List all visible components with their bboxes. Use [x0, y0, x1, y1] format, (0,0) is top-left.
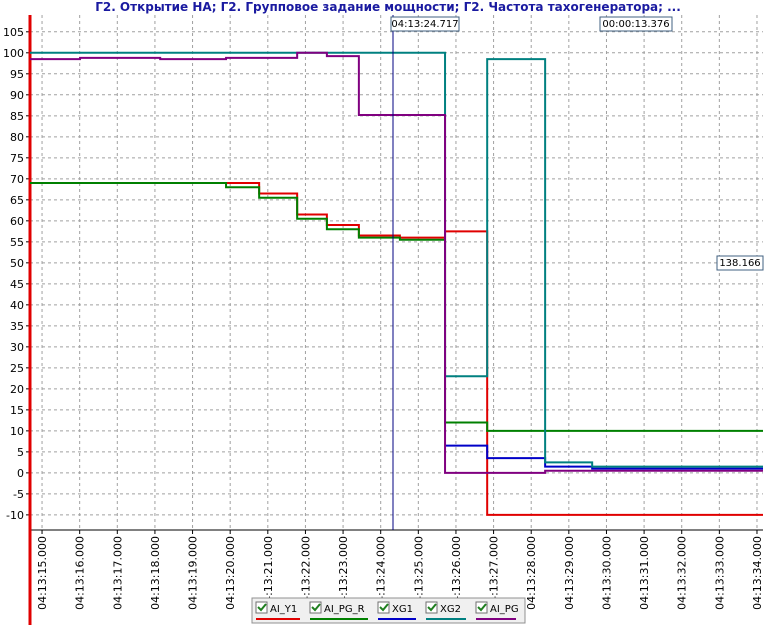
- x-tick-label: 04:13:24.000: [375, 536, 388, 610]
- annotation-box: [716, 255, 764, 271]
- x-tick-label: 04:13:29.000: [563, 536, 576, 610]
- legend-check: [257, 603, 267, 612]
- y-tick-label: 40: [10, 299, 24, 312]
- y-tick-label: 95: [10, 68, 24, 81]
- y-tick-label: 105: [3, 26, 24, 39]
- annotation: 04:13:24.717: [391, 19, 458, 30]
- y-tick-label: 60: [10, 215, 24, 228]
- y-tick-label: 5: [17, 446, 24, 459]
- y-tick-label: -10: [6, 509, 24, 522]
- y-tick-label: 85: [10, 110, 24, 123]
- x-tick-label: 04:13:32.000: [676, 536, 689, 610]
- annotation: 138.166: [719, 258, 760, 269]
- y-tick-label: 20: [10, 383, 24, 396]
- chart-title: Г2. Открытие НА; Г2. Групповое задание м…: [95, 0, 681, 14]
- x-tick-label: 04:13:34.000: [751, 536, 764, 610]
- y-tick-label: 55: [10, 236, 24, 249]
- y-tick-label: 0: [17, 467, 24, 480]
- y-tick-label: 90: [10, 89, 24, 102]
- y-tick-label: 25: [10, 362, 24, 375]
- series-line: [30, 51, 763, 468]
- y-tick-label: 30: [10, 341, 24, 354]
- x-tick-label: 04:13:31.000: [638, 536, 651, 610]
- x-tick-label: 04:13:26.000: [450, 536, 463, 610]
- x-tick-label: 04:13:18.000: [149, 536, 162, 610]
- x-tick-label: 04:13:21.000: [262, 536, 275, 610]
- x-tick-label: 04:13:15.000: [36, 536, 49, 610]
- x-tick-label: 04:13:27.000: [488, 536, 501, 610]
- series-line: [30, 182, 763, 516]
- legend-check: [427, 603, 437, 612]
- y-tick-label: 75: [10, 152, 24, 165]
- y-tick-label: 10: [10, 425, 24, 438]
- x-tick-label: 04:13:19.000: [187, 536, 200, 610]
- annotation: 00:00:13.376: [602, 19, 669, 30]
- legend-label: AI_PG_R: [324, 604, 365, 615]
- y-tick-label: 35: [10, 320, 24, 333]
- legend-label: AI_Y1: [270, 604, 297, 615]
- y-tick-label: 80: [10, 131, 24, 144]
- x-tick-label: 04:13:23.000: [337, 536, 350, 610]
- annotation-box: [599, 16, 673, 32]
- x-tick-label: 04:13:33.000: [713, 536, 726, 610]
- y-tick-label: 70: [10, 173, 24, 186]
- y-tick-label: 65: [10, 194, 24, 207]
- annotation-box: [390, 16, 460, 32]
- legend-checkbox[interactable]: [475, 601, 488, 614]
- series-line: [445, 444, 763, 470]
- legend-checkbox[interactable]: [309, 601, 322, 614]
- y-tick-label: -5: [13, 488, 24, 501]
- legend-check: [311, 603, 321, 612]
- y-tick-label: 15: [10, 404, 24, 417]
- x-tick-label: 04:13:20.000: [224, 536, 237, 610]
- legend-check: [477, 603, 487, 612]
- series-line: [30, 51, 763, 474]
- x-tick-label: 04:13:22.000: [299, 536, 312, 610]
- x-tick-label: 04:13:30.000: [600, 536, 613, 610]
- x-tick-label: 04:13:17.000: [111, 536, 124, 610]
- legend-label: AI_PG: [490, 604, 519, 615]
- y-tick-label: 45: [10, 278, 24, 291]
- legend-checkbox[interactable]: [255, 601, 268, 614]
- legend-checkbox[interactable]: [425, 601, 438, 614]
- x-tick-label: 04:13:16.000: [74, 536, 87, 610]
- series-line: [30, 182, 763, 432]
- x-tick-label: 04:13:25.000: [412, 536, 425, 610]
- x-tick-label: 04:13:28.000: [525, 536, 538, 610]
- legend-check: [379, 603, 389, 612]
- legend-checkbox[interactable]: [377, 601, 390, 614]
- legend-label: XG1: [392, 604, 413, 615]
- y-tick-label: 50: [10, 257, 24, 270]
- y-tick-label: 100: [3, 47, 24, 60]
- legend-label: XG2: [440, 604, 461, 615]
